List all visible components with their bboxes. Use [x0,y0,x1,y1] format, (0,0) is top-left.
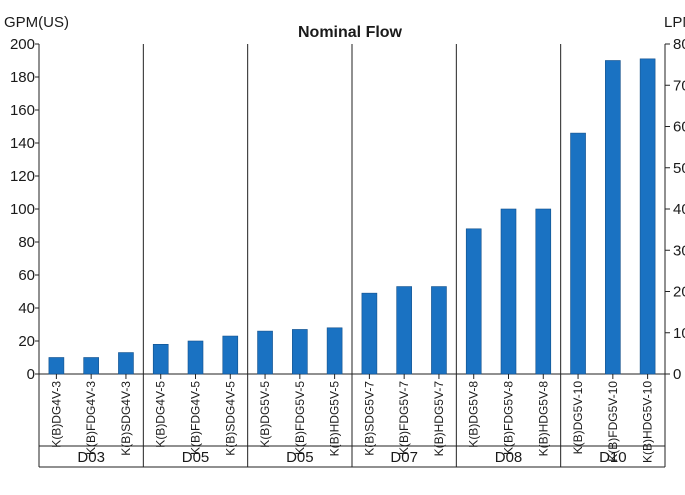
plot-frame [38,44,666,468]
right-axis-unit: LPM [664,14,685,31]
bar [187,340,204,375]
right-tick-label: 500 [673,160,685,177]
left-tick-label: 60 [18,267,35,284]
left-tick-label: 120 [10,168,35,185]
category-label: K(B)DG5V-5 [258,381,272,448]
group-label: D05 [182,449,210,466]
bar-series [48,58,656,379]
left-tick-label: 160 [10,102,35,119]
bar [326,327,343,375]
right-tick-label: 200 [673,284,685,301]
category-label: K(B)FDG5V-7 [397,381,411,455]
left-tick-label: 40 [18,300,35,317]
category-labels: K(B)DG4V-3 K(B)FDG4V-3 K(B)SDG4V-3 K(B)DG4V… [49,381,654,463]
category-label: K(B)SDG5V-7 [362,381,376,456]
category-label: K(B)HDG5V-8 [536,381,550,457]
bar [83,357,99,375]
category-label: K(B)DG5V-10 [571,381,585,455]
bar [570,132,586,375]
category-label: K(B)SDG4V-3 [119,381,133,456]
left-tick-label: 80 [18,234,35,251]
bar [292,329,308,375]
category-label: K(B)FDG4V-3 [84,381,98,455]
bar [152,343,169,375]
right-tick-label: 0 [673,366,681,383]
right-tick-label: 100 [673,325,685,342]
left-axis: 0 20 40 60 80 100 120 140 160 180 200 [10,36,39,383]
bar [639,58,656,375]
bar [361,292,378,375]
left-tick-label: 200 [10,36,35,53]
category-label: K(B)FDG4V-5 [189,381,203,455]
bar [431,286,447,375]
category-label: K(B)FDG5V-5 [293,381,307,455]
bar [222,335,239,375]
right-tick-label: 700 [673,77,685,94]
bar [465,228,482,375]
right-tick-label: 300 [673,242,685,259]
bar [257,330,273,375]
bar [500,208,517,375]
category-label: K(B)DG4V-5 [154,381,168,448]
left-tick-label: 140 [10,135,35,152]
group-label: D05 [286,449,314,466]
category-label: K(B)HDG5V-7 [432,381,446,457]
right-tick-label: 400 [673,201,685,218]
category-label: K(B)FDG5V-8 [502,381,516,455]
category-label: K(B)FDG5V-10 [606,381,620,462]
group-labels: D03 D05 D05 D07 D08 D10 [77,449,626,466]
right-tick-label: 600 [673,119,685,136]
group-label: D08 [495,449,523,466]
category-label: K(B)HDG5V-10 [641,381,655,463]
group-label: D07 [390,449,418,466]
category-label: K(B)SDG4V-5 [223,381,237,456]
bar [535,208,552,375]
bar [118,352,134,375]
left-tick-label: 100 [10,201,35,218]
group-label: D03 [77,449,105,466]
right-tick-label: 800 [673,36,685,53]
right-axis: 0 100 200 300 400 500 600 700 800 [665,36,685,383]
category-label: K(B)DG4V-3 [49,381,63,448]
left-tick-label: 180 [10,69,35,86]
category-label: K(B)DG5V-8 [467,381,481,448]
left-tick-label: 20 [18,333,35,350]
left-tick-label: 0 [27,366,35,383]
group-label: D10 [599,449,627,466]
bar [48,357,65,375]
bar [396,286,412,375]
bar [605,60,621,375]
chart-title: Nominal Flow [298,24,403,41]
left-axis-unit: GPM(US) [4,14,69,31]
category-label: K(B)HDG5V-5 [328,381,342,457]
